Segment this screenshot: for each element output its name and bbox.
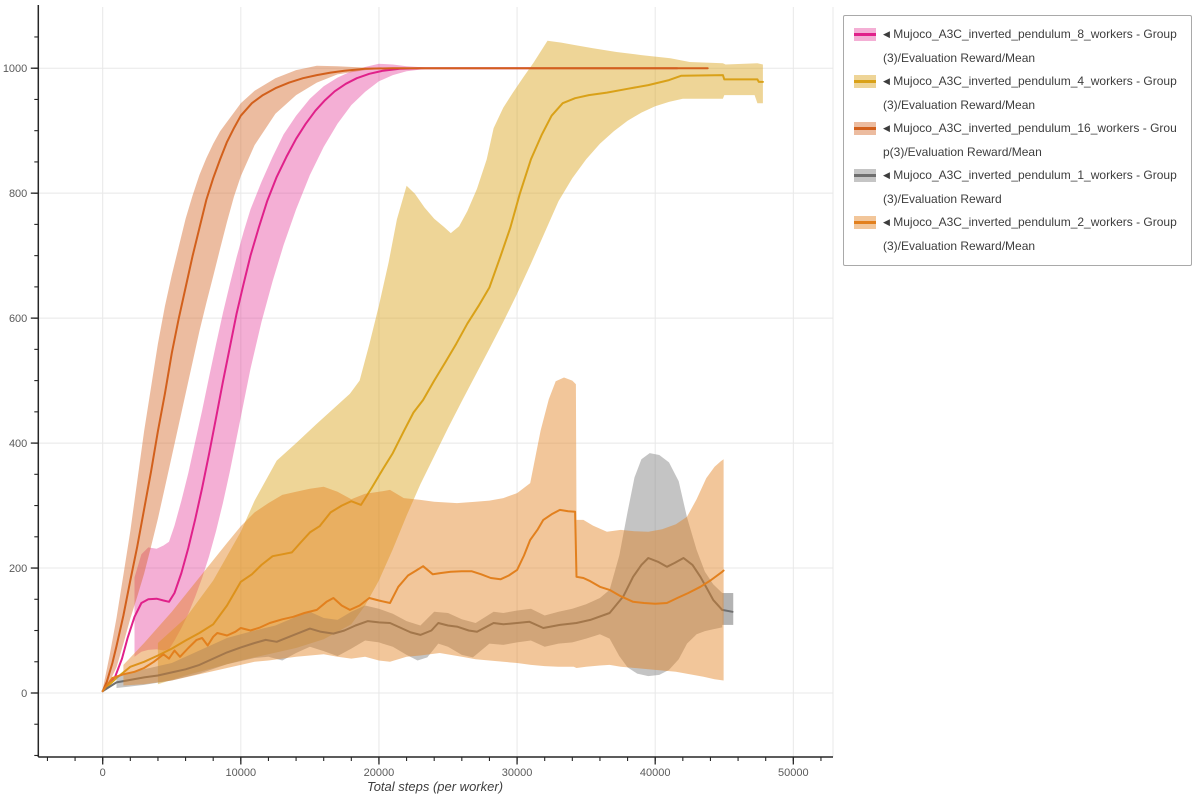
series-pendulum_1_workers-line (101, 557, 734, 693)
legend-label: Mujoco_A3C_inverted_pendulum_2_workers -… (883, 215, 1177, 253)
legend-swatch-icon (854, 28, 876, 41)
series-pendulum_8_workers-line (101, 67, 679, 693)
series-pendulum_4_workers-line (101, 74, 764, 693)
series-pendulum_2_workers-band (123, 377, 724, 686)
triangle-left-icon: ◀ (883, 76, 890, 86)
x-tick-label: 50000 (778, 767, 809, 779)
x-tick-label: 30000 (502, 767, 533, 779)
legend-swatch-icon (854, 216, 876, 229)
legend: ◀ Mujoco_A3C_inverted_pendulum_8_workers… (843, 15, 1192, 266)
series-pendulum_8_workers-band (134, 63, 448, 657)
x-tick-label: 0 (100, 767, 106, 779)
legend-swatch-icon (854, 122, 876, 135)
series-pendulum_1_workers-endcap (722, 593, 734, 625)
legend-item-1-workers[interactable]: ◀ Mujoco_A3C_inverted_pendulum_1_workers… (854, 164, 1179, 211)
y-tick-label: 1000 (3, 63, 27, 75)
triangle-left-icon: ◀ (883, 217, 890, 227)
y-tick-label: 400 (9, 438, 27, 450)
x-tick-label: 40000 (640, 767, 671, 779)
legend-item-16-workers[interactable]: ◀ Mujoco_A3C_inverted_pendulum_16_worker… (854, 117, 1179, 164)
triangle-left-icon: ◀ (883, 123, 890, 133)
x-axis-label: Total steps (per worker) (367, 779, 503, 794)
legend-swatch-icon (854, 169, 876, 182)
triangle-left-icon: ◀ (883, 170, 890, 180)
y-tick-label: 600 (9, 313, 27, 325)
legend-label: Mujoco_A3C_inverted_pendulum_16_workers … (883, 121, 1177, 159)
legend-swatch-icon (854, 75, 876, 88)
legend-label: Mujoco_A3C_inverted_pendulum_8_workers -… (883, 27, 1177, 65)
x-tick-label: 20000 (364, 767, 395, 779)
series-pendulum_4_workers-band (157, 40, 763, 685)
x-tick-label: 10000 (226, 767, 257, 779)
legend-item-4-workers[interactable]: ◀ Mujoco_A3C_inverted_pendulum_4_workers… (854, 70, 1179, 117)
legend-item-2-workers[interactable]: ◀ Mujoco_A3C_inverted_pendulum_2_workers… (854, 211, 1179, 258)
series-pendulum_2_workers-line (101, 508, 725, 693)
triangle-left-icon: ◀ (883, 29, 890, 39)
legend-item-8-workers[interactable]: ◀ Mujoco_A3C_inverted_pendulum_8_workers… (854, 23, 1179, 70)
legend-label: Mujoco_A3C_inverted_pendulum_4_workers -… (883, 74, 1177, 112)
series-pendulum_1_workers-band (116, 453, 723, 688)
y-tick-label: 200 (9, 563, 27, 575)
series-pendulum_16_workers-line (101, 67, 709, 693)
y-tick-label: 0 (21, 688, 27, 700)
y-tick-label: 800 (9, 188, 27, 200)
series-pendulum_16_workers-band (102, 65, 393, 693)
legend-label: Mujoco_A3C_inverted_pendulum_1_workers -… (883, 168, 1177, 206)
